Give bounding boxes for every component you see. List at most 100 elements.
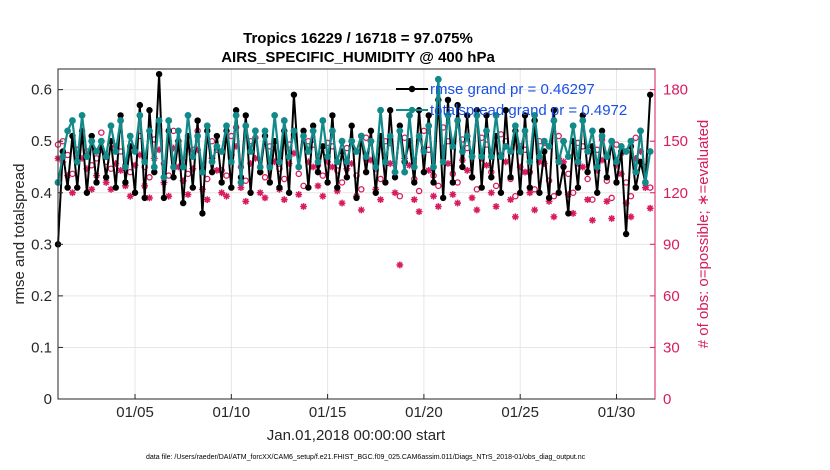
totalspread-point	[203, 122, 211, 130]
obs-evaluated-point	[516, 163, 524, 171]
totalspread-point	[218, 148, 226, 155]
obs-possible-point	[358, 186, 365, 193]
obs-evaluated-point	[545, 197, 553, 205]
totalspread-point	[73, 158, 81, 166]
totalspread-point	[251, 127, 259, 135]
totalspread-point	[276, 158, 283, 166]
obs-evaluated-point	[569, 209, 577, 217]
rmse-point	[160, 194, 168, 202]
legend: rmse grand pr = 0.46297 totalspread gran…	[396, 81, 627, 119]
rmse-point	[565, 210, 572, 217]
totalspread-point	[463, 132, 471, 140]
obs-evaluated-point	[536, 158, 543, 166]
y2-tick-label: 0	[663, 391, 671, 408]
rmse-point	[199, 210, 206, 217]
totalspread-point	[569, 122, 577, 130]
obs-evaluated-point	[434, 203, 442, 210]
obs-possible-point	[584, 175, 591, 183]
totalspread-point	[439, 158, 447, 166]
totalspread-point	[627, 137, 635, 145]
rmse-point	[526, 184, 534, 191]
totalspread-series	[54, 75, 654, 186]
right-axis-label: # of obs: o=possible; ∗=evaluated	[695, 120, 712, 349]
obs-evaluated-point	[377, 196, 384, 204]
x-tick-label: 01/25	[501, 404, 539, 421]
obs-possible-point	[608, 194, 615, 202]
totalspread-point	[516, 148, 524, 155]
obs-evaluated-point	[112, 160, 120, 167]
totalspread-point	[357, 132, 365, 140]
totalspread-point	[507, 148, 514, 155]
obs-evaluated-point	[564, 191, 572, 198]
rmse-point	[179, 199, 187, 207]
obs-evaluated-point	[338, 199, 346, 207]
totalspread-point	[502, 142, 510, 150]
y-tick-label: 0.4	[31, 185, 52, 202]
rmse-point	[536, 189, 543, 196]
totalspread-point	[324, 153, 332, 161]
obs-evaluated-point	[425, 167, 433, 174]
rmse-point	[425, 112, 432, 119]
obs-evaluated-point	[300, 203, 307, 210]
obs-evaluated-point	[593, 167, 601, 174]
obs-evaluated-point	[203, 196, 211, 204]
obs-evaluated-point	[531, 206, 539, 214]
obs-evaluated-point	[78, 154, 86, 162]
x-tick-label: 01/30	[598, 404, 636, 421]
totalspread-point	[459, 148, 466, 155]
obs-evaluated-point	[396, 261, 404, 269]
rmse-point	[305, 184, 312, 191]
obs-evaluated-point	[406, 161, 413, 169]
rmse-point	[497, 189, 505, 196]
totalspread-point	[131, 148, 139, 155]
totalspread-point	[622, 148, 630, 155]
y-tick-label: 0.1	[31, 339, 52, 356]
x-axis-label: Jan.01,2018 00:00:00 start	[267, 427, 446, 444]
x-axis-ticks: 01/05 01/10 01/15 01/20 01/25 01/30	[116, 394, 635, 421]
totalspread-point	[155, 117, 163, 124]
obs-evaluated-point	[295, 191, 303, 198]
totalspread-point	[521, 127, 529, 135]
obs-evaluated-point	[487, 189, 495, 197]
totalspread-point	[83, 153, 91, 161]
obs-evaluated-point	[69, 189, 76, 197]
totalspread-point	[170, 163, 177, 171]
rmse-point	[420, 168, 428, 176]
totalspread-point	[420, 148, 428, 155]
rmse-point	[131, 189, 139, 196]
rmse-point	[353, 194, 360, 202]
rmse-point	[545, 194, 553, 202]
obs-evaluated-point	[637, 148, 644, 155]
obs-evaluated-point	[550, 213, 558, 221]
rmse-point	[488, 174, 495, 181]
totalspread-point	[319, 117, 327, 124]
totalspread-point	[208, 158, 216, 166]
totalspread-point	[295, 163, 303, 171]
rmse-point	[622, 230, 630, 238]
totalspread-point	[430, 163, 437, 171]
rmse-point	[560, 163, 567, 171]
y-tick-label: 0	[44, 391, 52, 408]
totalspread-point	[146, 127, 153, 135]
rmse-point	[555, 189, 562, 196]
obs-evaluated-point	[309, 163, 317, 171]
obs-evaluated-point	[232, 142, 240, 150]
obs-evaluated-point	[333, 187, 341, 195]
rmse-point	[382, 179, 389, 186]
rmse-point	[88, 132, 95, 140]
totalspread-point	[280, 117, 288, 124]
totalspread-point	[69, 117, 76, 124]
rmse-point	[521, 112, 529, 119]
obs-evaluated-point	[136, 151, 144, 159]
rmse-point	[93, 179, 100, 186]
totalspread-point	[93, 148, 100, 155]
y-tick-label: 0.2	[31, 288, 52, 305]
totalspread-point	[126, 132, 134, 140]
obs-evaluated-point	[348, 160, 356, 167]
y2-tick-label: 30	[663, 339, 680, 356]
obs-evaluated-point	[189, 165, 197, 173]
x-tick-label: 01/15	[309, 404, 347, 421]
totalspread-point	[59, 153, 67, 161]
obs-evaluated-point	[165, 192, 173, 200]
totalspread-point	[136, 112, 144, 119]
